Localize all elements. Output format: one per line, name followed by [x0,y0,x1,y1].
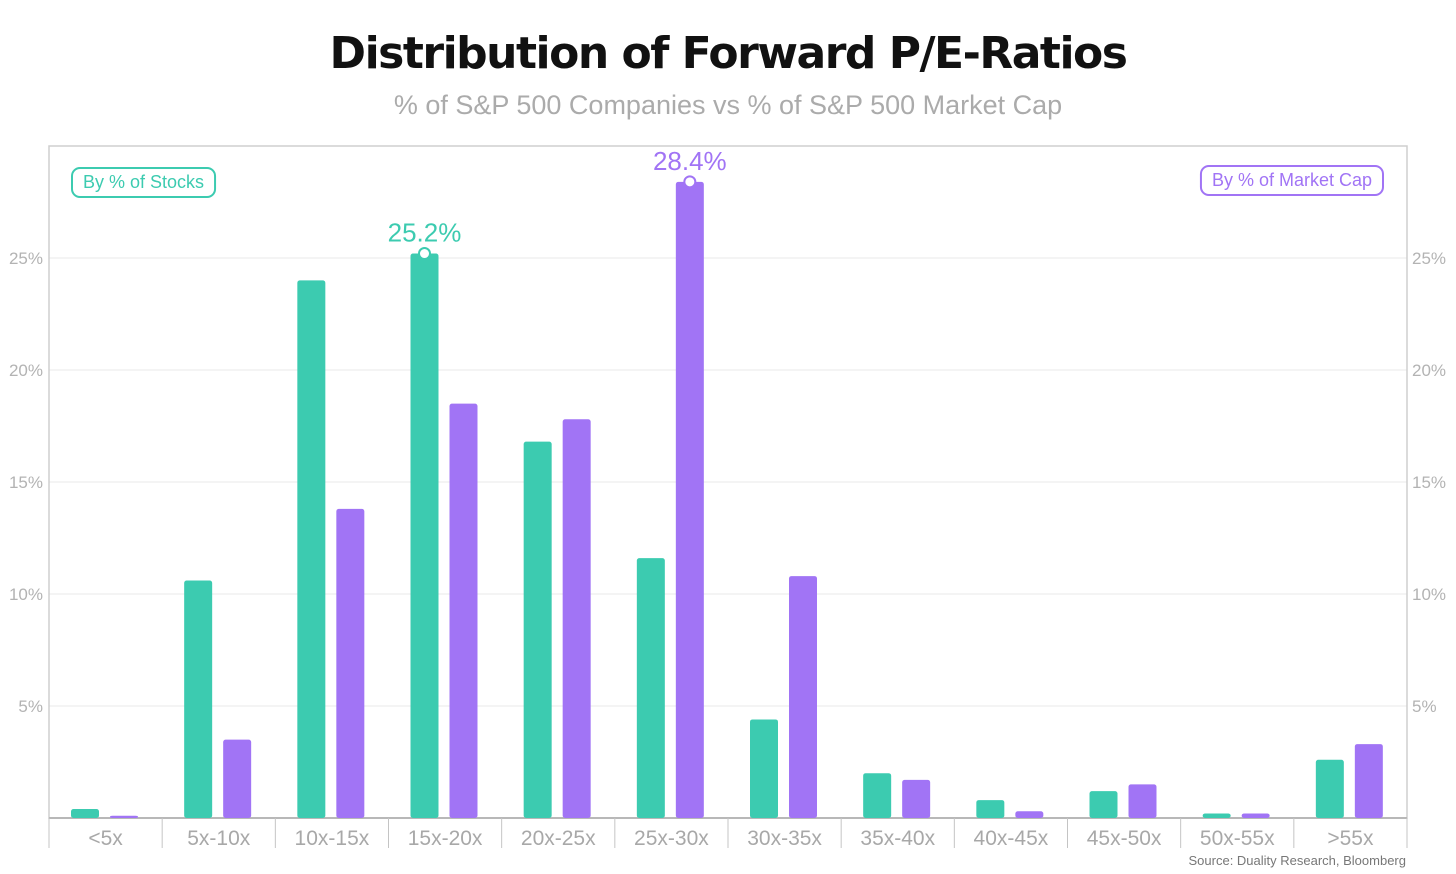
x-tick-label: 20x-25x [521,827,596,850]
peak-marker-stocks [418,247,431,261]
bar-market-cap-6 [789,576,817,818]
x-tick-label: 10x-15x [295,827,370,850]
legend-stocks: By % of Stocks [71,167,217,198]
x-tick-label: 15x-20x [408,827,483,850]
bar-stocks-11 [1315,759,1344,818]
x-tick-label: 50x-55x [1200,827,1275,850]
bar-market-cap-11 [1354,744,1383,818]
bar-market-cap-10 [1241,813,1270,818]
bar-market-cap-2 [336,508,365,818]
legend: By % of Stocks By % of Market Cap [71,165,1384,198]
y-tick-left-20: 20% [9,361,43,380]
bar-market-cap-3 [449,403,478,818]
x-tick-label: 25x-30x [634,827,709,850]
annotations: 25.2% 28.4% [388,146,727,261]
chart-subtitle: % of S&P 500 Companies vs % of S&P 500 M… [393,90,1063,120]
bar-market-cap-8 [1015,811,1044,818]
bar-stocks-7 [863,773,892,818]
chart-title: Distribution of Forward P/E-Ratios [329,28,1128,79]
bar-stocks-3 [410,253,439,818]
bar-stocks-6 [750,719,778,818]
y-tick-left-10: 10% [9,585,43,604]
bars [71,181,1383,819]
y-tick-right-5: 5% [1412,697,1437,716]
y-tick-left-5: 5% [18,697,43,716]
y-tick-right-20: 20% [1412,361,1446,380]
bar-stocks-1 [184,580,213,818]
bar-market-cap-9 [1128,784,1157,818]
peak-label-stocks: 25.2% [388,218,462,248]
x-tick-label: 5x-10x [187,827,251,850]
x-tick-label: 40x-45x [974,827,1049,850]
axis-ticks: 5% 5% 10% 10% 15% 15% 20% 20% 25% 25% <5x 5x-10x 10x… [9,249,1446,850]
x-tick-label: <5x [88,827,123,850]
x-tick-label: 30x-35x [747,827,822,850]
source-note: Source: Duality Research, Bloomberg [1188,853,1407,868]
bar-stocks-5 [636,558,665,818]
bar-market-cap-5 [675,181,704,819]
bar-stocks-4 [523,441,552,818]
bar-stocks-9 [1089,791,1118,818]
y-tick-right-15: 15% [1412,473,1446,492]
legend-market-cap-box [1199,165,1384,196]
bar-market-cap-0 [110,815,138,818]
legend-market-cap-label: By % of Market Cap [1212,170,1372,190]
legend-market-cap: By % of Market Cap [1199,165,1384,196]
legend-stocks-box [71,167,217,198]
bar-market-cap-1 [223,739,252,818]
x-tick-label: 45x-50x [1087,827,1162,850]
bar-market-cap-4 [562,419,591,818]
bar-stocks-8 [976,800,1005,818]
y-tick-left-15: 15% [9,473,43,492]
peak-marker-market-cap [683,175,697,189]
y-tick-right-10: 10% [1412,585,1446,604]
legend-stocks-label: By % of Stocks [83,172,204,192]
bar-stocks-10 [1202,813,1231,818]
peak-label-market-cap: 28.4% [653,146,727,176]
bar-market-cap-7 [902,779,931,818]
bar-stocks-0 [71,809,99,818]
y-tick-right-25: 25% [1412,249,1446,268]
x-tick-label: 35x-40x [860,827,935,850]
x-tick-label: >55x [1327,827,1374,850]
bar-stocks-2 [297,280,326,818]
y-tick-left-25: 25% [9,249,43,268]
gridlines [49,257,1407,707]
